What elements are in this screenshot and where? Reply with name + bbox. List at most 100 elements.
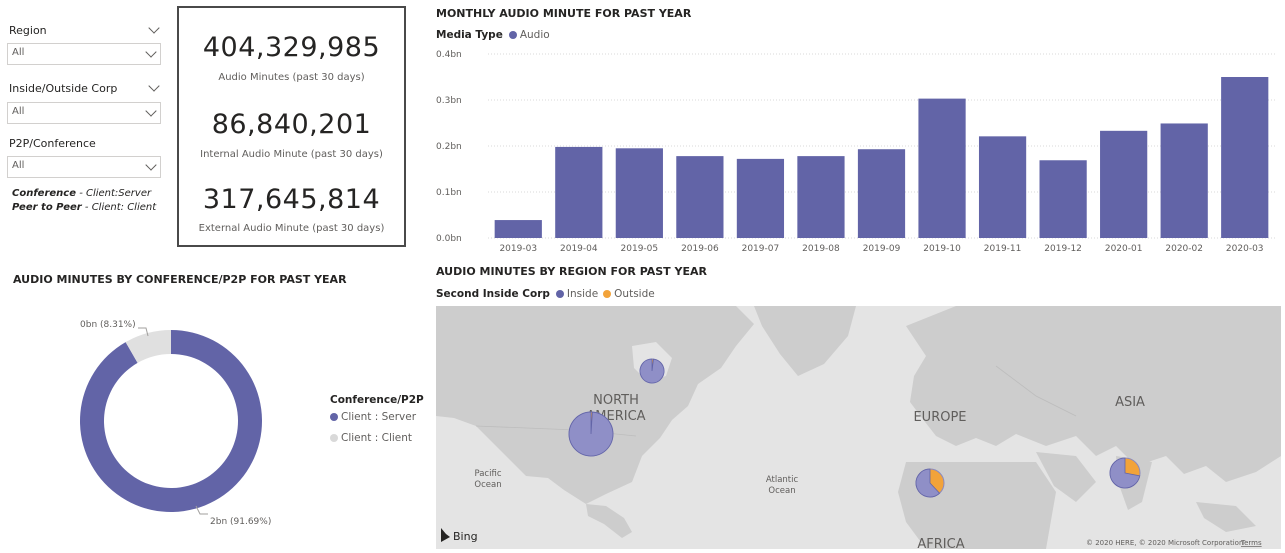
map-label-asia: ASIA: [1115, 395, 1145, 410]
bar-2019-10[interactable]: [918, 98, 966, 238]
kpi-internal-label: Internal Audio Minute (past 30 days): [200, 149, 383, 160]
bar-y-tick-label: 0.3bn: [436, 96, 462, 106]
map-legend: Second Inside Corp Inside Outside: [436, 288, 655, 300]
map-land-southeast-asia: [1196, 502, 1256, 532]
bar-2019-03[interactable]: [494, 220, 542, 238]
kpi-internal-value: 86,840,201: [211, 109, 372, 140]
note-conference-term: Conference: [12, 188, 77, 199]
slicer-region-label: Region: [9, 24, 47, 37]
legend-dot-icon: [555, 290, 564, 298]
bar-y-tick-label: 0.1bn: [436, 188, 462, 198]
map-legend-title: Second Inside Corp: [436, 288, 550, 300]
map-land-greenland: [754, 306, 856, 376]
bing-label: Bing: [453, 530, 478, 543]
chevron-down-icon: [145, 46, 157, 58]
map-legend-inside[interactable]: Inside: [566, 288, 599, 300]
bar-y-tick-label: 0.0bn: [436, 234, 462, 244]
map-label-pacific: Pacific: [474, 469, 501, 479]
slicer-region-dropdown[interactable]: All: [7, 43, 161, 65]
map-legend-outside[interactable]: Outside: [614, 288, 655, 300]
bar-y-tick-label: 0.2bn: [436, 142, 462, 152]
region-map[interactable]: NORTH AMERICA EUROPE ASIA AFRICA Pacific…: [436, 306, 1281, 549]
donut-label-large: 2bn (91.69%): [210, 517, 271, 527]
slicer-region-value: All: [12, 47, 25, 58]
slicer-p2p-dropdown[interactable]: All: [7, 156, 161, 178]
map-label-atlantic: Atlantic: [766, 475, 799, 485]
bar-chart-x-labels: 2019-03 2019-04 2019-05 2019-06 2019-07 2019-…: [499, 244, 1263, 254]
donut-legend-item-client[interactable]: Client : Client: [330, 432, 412, 444]
donut-label-small: 0bn (8.31%): [80, 320, 136, 330]
slicer-p2p-label: P2P/Conference: [9, 137, 96, 150]
map-bubble-north-america-west[interactable]: [568, 411, 614, 457]
bar-chart-title: MONTHLY AUDIO MINUTE FOR PAST YEAR: [436, 7, 692, 20]
bar-x-tick-label: 2019-08: [802, 244, 840, 254]
map-bubble-inside-slice: [639, 358, 665, 384]
chevron-down-icon[interactable]: [148, 80, 160, 92]
map-label-pacific-ocean: Ocean: [474, 480, 501, 490]
donut-legend-item-server[interactable]: Client : Server: [330, 411, 416, 423]
chevron-down-icon: [145, 105, 157, 117]
donut-chart-title: AUDIO MINUTES BY CONFERENCE/P2P FOR PAST…: [13, 273, 347, 286]
bar-x-tick-label: 2019-07: [742, 244, 780, 254]
kpi-card: 404,329,985 Audio Minutes (past 30 days)…: [177, 6, 406, 247]
legend-dot-icon: [330, 434, 338, 442]
note-p2p-desc: - Client: Client: [81, 202, 157, 213]
donut-chart-slices: [79, 330, 262, 512]
legend-dot-icon: [330, 413, 338, 421]
donut-slice-client-client[interactable]: [125, 330, 171, 363]
bar-2019-05[interactable]: [615, 148, 663, 238]
kpi-external-value: 317,645,814: [202, 184, 381, 215]
bar-x-tick-label: 2019-10: [923, 244, 961, 254]
bar-x-tick-label: 2019-11: [984, 244, 1022, 254]
bar-legend-audio[interactable]: Audio: [519, 29, 550, 41]
map-land-arabia: [1036, 452, 1096, 502]
donut-slice-client-server[interactable]: [79, 330, 262, 512]
bar-chart-legend: Media Type Audio: [436, 29, 550, 41]
bar-2019-06[interactable]: [676, 156, 724, 238]
bar-2020-03[interactable]: [1221, 77, 1269, 238]
map-label-africa: AFRICA: [917, 537, 964, 549]
bar-2019-09[interactable]: [857, 149, 906, 238]
map-bubble-north-america-central[interactable]: [639, 358, 665, 384]
map-bubbles: [568, 358, 1141, 498]
bar-2019-11[interactable]: [978, 136, 1027, 238]
bar-2019-08[interactable]: [797, 156, 845, 238]
bar-2020-01[interactable]: [1100, 130, 1148, 238]
bar-x-tick-label: 2020-01: [1105, 244, 1143, 254]
note-conference: Conference - Client:Server: [12, 188, 151, 199]
slicer-inside-outside-dropdown[interactable]: All: [7, 102, 161, 124]
donut-leader-large: [195, 505, 208, 515]
map-label-europe: EUROPE: [913, 410, 966, 425]
bar-x-tick-label: 2019-06: [681, 244, 719, 254]
bar-2019-12[interactable]: [1039, 160, 1087, 238]
map-border: [995, 365, 1077, 417]
bar-chart: 0.0bn 0.1bn 0.2bn 0.3bn 0.4bn 2019-03 2019-04…: [436, 50, 1275, 254]
map-bubble-inside-slice: [1109, 457, 1141, 489]
legend-dot-icon: [508, 31, 517, 39]
chevron-down-icon: [145, 159, 157, 171]
bar-x-tick-label: 2020-03: [1226, 244, 1264, 254]
kpi-audio-minutes-label: Audio Minutes (past 30 days): [218, 72, 365, 83]
kpi-audio-minutes-value: 404,329,985: [202, 32, 381, 63]
map-land-central-america: [586, 504, 632, 538]
map-bubble-inside-slice: [568, 411, 614, 457]
kpi-external-label: External Audio Minute (past 30 days): [198, 223, 385, 234]
chevron-down-icon[interactable]: [148, 22, 160, 34]
map-terms-link[interactable]: Terms: [1240, 539, 1262, 547]
bar-2019-07[interactable]: [736, 158, 785, 238]
slicer-p2p-value: All: [12, 160, 25, 171]
map-mediterranean: [922, 446, 1036, 460]
map-label-north: NORTH: [593, 393, 639, 408]
donut-legend-client-label: Client : Client: [341, 432, 413, 444]
bar-legend-title: Media Type: [436, 29, 503, 41]
legend-dot-icon: [603, 290, 612, 298]
map-land-eurasia: [906, 306, 1281, 482]
bar-2020-02[interactable]: [1160, 123, 1208, 238]
map-bubble-africa-north[interactable]: [915, 468, 945, 498]
bar-x-tick-label: 2019-05: [621, 244, 659, 254]
map-land-north-america: [436, 306, 754, 504]
map-bubble-asia-east[interactable]: [1109, 457, 1141, 489]
bar-2019-04[interactable]: [555, 146, 603, 238]
map-label-atlantic-ocean: Ocean: [768, 486, 795, 496]
bar-x-tick-label: 2019-03: [499, 244, 537, 254]
